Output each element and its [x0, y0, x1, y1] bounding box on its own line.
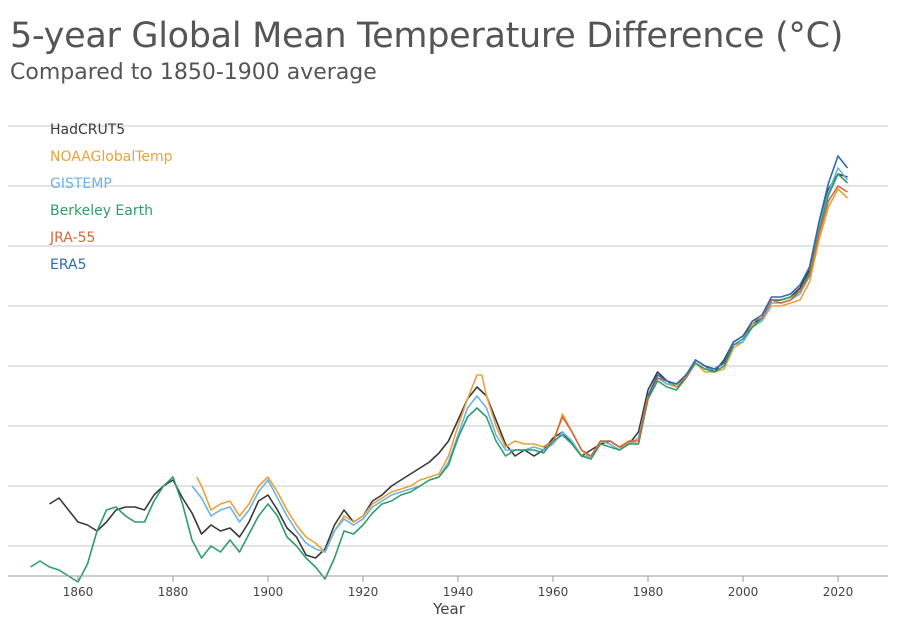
series-line-berkeley-earth: [30, 173, 849, 583]
legend-item-gistemp: GISTEMP: [50, 176, 112, 192]
chart-subtitle: Compared to 1850-1900 average: [10, 60, 377, 85]
legend-item-berkeley-earth: Berkeley Earth: [50, 203, 153, 219]
legend-item-jra-55: JRA-55: [49, 230, 95, 246]
x-tick-label: 1880: [158, 585, 189, 599]
legend-item-era5: ERA5: [50, 257, 87, 273]
chart-title: 5-year Global Mean Temperature Differenc…: [10, 16, 844, 56]
x-axis-ticks: 1860 1880 1900 1920 1940 1960 1980 2000 2020: [63, 576, 854, 599]
legend-item-hadcrut5: HadCRUT5: [50, 122, 125, 138]
x-tick-label: 1960: [538, 585, 569, 599]
series-lines: [30, 155, 849, 583]
gridlines: [8, 125, 888, 547]
x-tick-label: 1980: [633, 585, 664, 599]
series-line-jra-55: [543, 185, 848, 457]
x-tick-label: 2000: [728, 585, 759, 599]
series-line-noaaglobaltemp: [196, 188, 849, 553]
x-tick-label: 2020: [823, 585, 854, 599]
x-tick-label: 1920: [348, 585, 379, 599]
x-tick-label: 1940: [443, 585, 474, 599]
x-tick-label: 1860: [63, 585, 94, 599]
legend: HadCRUT5 NOAAGlobalTemp GISTEMP Berkeley Ea…: [49, 122, 173, 273]
x-axis-label: Year: [432, 600, 466, 618]
series-line-gistemp: [191, 167, 849, 553]
series-line-era5: [647, 155, 849, 397]
x-tick-label: 1900: [253, 585, 284, 599]
legend-item-noaaglobaltemp: NOAAGlobalTemp: [50, 149, 173, 165]
